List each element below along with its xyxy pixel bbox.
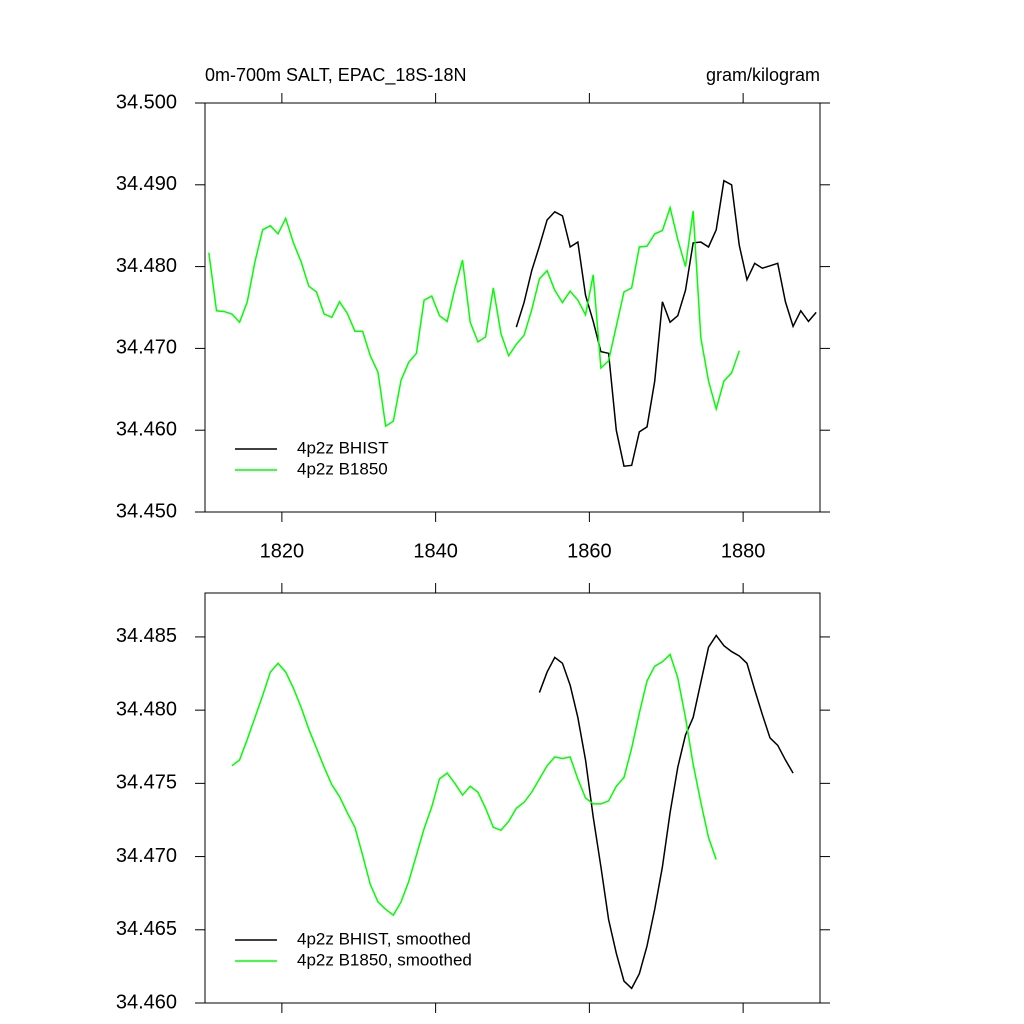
y-tick-label: 34.465 <box>116 918 177 940</box>
x-tick-label: 1880 <box>721 540 766 562</box>
y-tick-label: 34.475 <box>116 772 177 794</box>
y-tick-label: 34.485 <box>116 625 177 647</box>
y-tick-label: 34.450 <box>116 500 177 522</box>
plot-frame <box>204 592 821 1004</box>
x-tick-label: 1840 <box>413 540 458 562</box>
plot-frame <box>204 102 821 513</box>
y-tick-label: 34.470 <box>116 845 177 867</box>
y-tick-label: 34.480 <box>116 255 177 277</box>
units-label: gram/kilogram <box>706 65 820 85</box>
y-tick-label: 34.460 <box>116 418 177 440</box>
y-tick-label: 34.500 <box>116 91 177 113</box>
legend-label: 4p2z BHIST, smoothed <box>297 929 471 948</box>
y-tick-label: 34.480 <box>116 698 177 720</box>
legend-label: 4p2z BHIST <box>297 438 389 457</box>
data-line <box>515 179 817 468</box>
y-tick-label: 34.470 <box>116 337 177 359</box>
legend-label: 4p2z B1850, smoothed <box>297 950 472 969</box>
x-tick-label: 1820 <box>260 540 305 562</box>
data-line <box>208 204 740 428</box>
data-line <box>231 653 717 917</box>
legend-label: 4p2z B1850 <box>297 459 388 478</box>
x-tick-label: 1860 <box>567 540 612 562</box>
chart-title: 0m-700m SALT, EPAC_18S-18N <box>205 65 466 86</box>
y-tick-label: 34.460 <box>116 991 177 1013</box>
data-line <box>538 634 794 990</box>
y-tick-label: 34.490 <box>116 173 177 195</box>
